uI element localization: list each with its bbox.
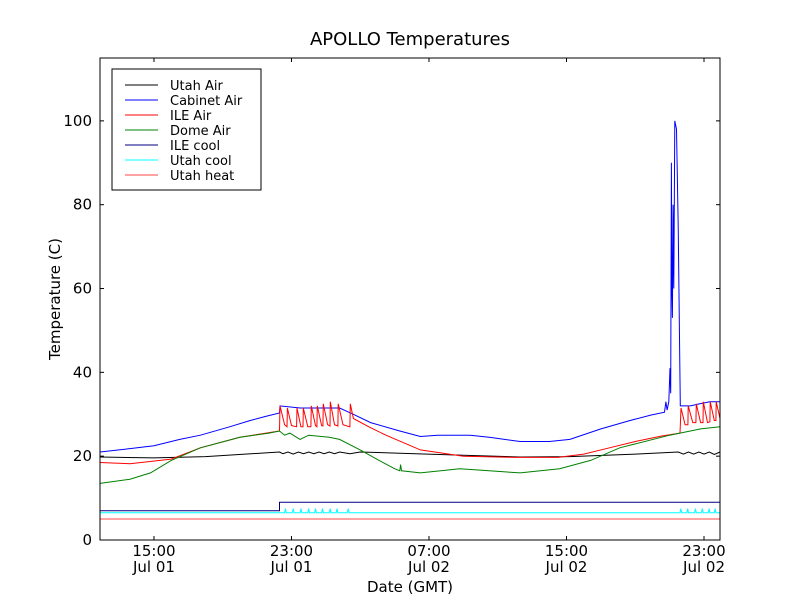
- series-layer: [99, 120, 721, 520]
- legend-label: Utah cool: [170, 154, 232, 169]
- y-tick-label: 20: [73, 447, 92, 465]
- x-tick-label-time: 07:00: [407, 542, 450, 560]
- x-tick-label-time: 23:00: [270, 542, 313, 560]
- y-axis-label: Temperature (C): [46, 238, 64, 361]
- series-line-ile-cool: [100, 501, 720, 512]
- legend-item: Utah Air: [125, 79, 223, 94]
- chart-title: APOLLO Temperatures: [310, 29, 510, 50]
- x-tick-label-time: 15:00: [132, 542, 175, 560]
- legend-item: Cabinet Air: [125, 94, 243, 109]
- legend-item: Utah cool: [125, 154, 232, 169]
- series-line-utah-air: [99, 451, 721, 459]
- series-line-dome-air: [99, 426, 721, 484]
- legend-item: ILE Air: [125, 109, 212, 124]
- legend-item: ILE cool: [125, 139, 220, 154]
- legend-label: Dome Air: [170, 124, 231, 139]
- legend-item: Dome Air: [125, 124, 231, 139]
- legend-label: Utah heat: [170, 169, 234, 184]
- y-tick-label: 60: [73, 280, 92, 298]
- x-tick-label-time: 15:00: [545, 542, 588, 560]
- y-tick-label: 80: [73, 196, 92, 214]
- legend-label: Cabinet Air: [170, 94, 243, 109]
- y-tick-label: 40: [73, 363, 92, 381]
- series-line-utah-cool: [100, 508, 720, 514]
- series-line-ile-air: [99, 401, 721, 465]
- x-tick-label-date: Jul 02: [682, 558, 725, 576]
- x-tick-label-date: Jul 01: [132, 558, 175, 576]
- x-tick-label-time: 23:00: [682, 542, 725, 560]
- y-tick-label: 100: [63, 112, 92, 130]
- x-tick-label-date: Jul 02: [407, 558, 450, 576]
- legend-label: ILE Air: [170, 109, 212, 124]
- y-axis: 0 20 40 60 80 100: [63, 112, 720, 549]
- x-tick-label-date: Jul 02: [545, 558, 588, 576]
- legend-item: Utah heat: [125, 169, 234, 184]
- series-line-cabinet-air: [99, 120, 720, 453]
- y-tick-label: 0: [82, 531, 92, 549]
- plot-frame: [99, 57, 721, 541]
- x-axis-label: Date (GMT): [367, 578, 453, 596]
- legend-label: Utah Air: [170, 79, 223, 94]
- x-tick-label-date: Jul 01: [270, 558, 313, 576]
- legend-label: ILE cool: [170, 139, 220, 154]
